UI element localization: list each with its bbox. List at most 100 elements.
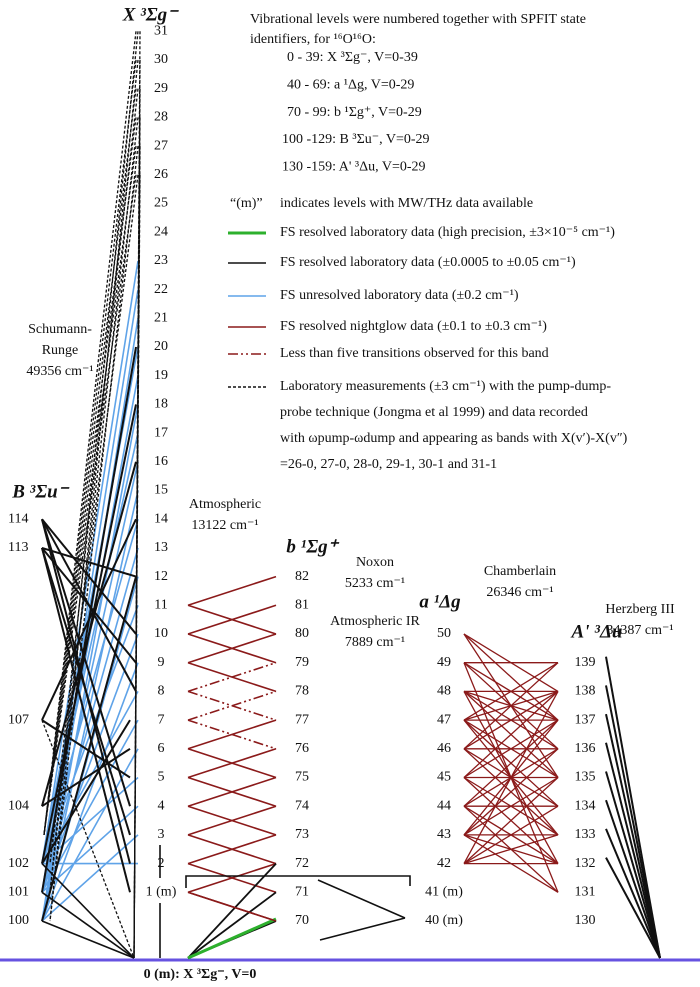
level-label: 24: [154, 224, 168, 239]
band-label: 49356 cm⁻¹: [26, 364, 93, 379]
legend-entry: FS resolved nightglow data (±0.1 to ±0.3…: [280, 319, 547, 334]
level-label: 136: [575, 741, 596, 756]
level-label: 4: [158, 798, 165, 813]
band-label: Atmospheric: [189, 497, 261, 512]
transition-lines: [41, 31, 661, 960]
legend-entry: FS resolved laboratory data (±0.0005 to …: [280, 255, 576, 270]
legend-text: 70 - 99: b ¹Σg⁺, V=0-29: [287, 105, 422, 120]
transition: [463, 834, 559, 893]
level-label: 19: [154, 368, 168, 383]
transition: [605, 771, 661, 959]
state-title: A' ³Δu: [571, 621, 623, 642]
level-label: 78: [295, 684, 309, 699]
level-label: 133: [575, 827, 596, 842]
legend-entry: FS unresolved laboratory data (±0.2 cm⁻¹…: [280, 288, 519, 303]
transition: [41, 747, 131, 808]
labels: X ³Σg⁻ B ³Σu⁻ b ¹Σg⁺ a ¹Δg A' ³Δu 0 (m): X ³Σ…: [8, 4, 675, 982]
legend-text: indicates levels with MW/THz data availa…: [280, 196, 533, 211]
level-label: 14: [154, 511, 168, 526]
band-label: Noxon: [356, 555, 394, 570]
level-label: 11: [154, 598, 167, 613]
transition: [463, 776, 559, 836]
level-label: 134: [575, 798, 596, 813]
transition: [605, 656, 661, 959]
level-label: 101: [8, 885, 29, 900]
band-label: 34387 cm⁻¹: [606, 623, 673, 638]
legend-text: “(m)”: [230, 196, 263, 211]
transition: [43, 59, 137, 835]
level-label: 42: [437, 856, 451, 871]
transition: [41, 404, 139, 922]
level-label: 21: [154, 311, 168, 326]
level-label: 45: [437, 770, 451, 785]
level-label: 113: [8, 540, 28, 555]
transition: [187, 891, 277, 922]
band-label: Schumann-: [28, 322, 92, 337]
transition: [317, 879, 406, 919]
level-label: 18: [154, 397, 168, 412]
transition: [463, 719, 559, 807]
transition: [41, 863, 135, 959]
state-title: X ³Σg⁻: [122, 4, 179, 25]
level-label: 104: [8, 798, 29, 813]
level-label: 16: [154, 454, 168, 469]
band-label: Chamberlain: [484, 564, 556, 579]
legend-text: 40 - 69: a ¹Δg, V=0-29: [287, 78, 414, 93]
level-label: 73: [295, 827, 309, 842]
level-label: 77: [295, 712, 309, 727]
level-label: 114: [8, 511, 28, 526]
level-label: 30: [154, 52, 168, 67]
level-label: 47: [437, 712, 451, 727]
transition: [463, 662, 559, 893]
transition: [187, 604, 277, 635]
transition: [187, 891, 277, 959]
transition: [463, 748, 559, 836]
band-label: 7889 cm⁻¹: [345, 635, 405, 650]
transition: [319, 917, 406, 941]
transition: [605, 742, 661, 959]
level-label: 20: [154, 339, 168, 354]
level-label: 135: [575, 770, 596, 785]
level-label: 138: [575, 684, 596, 699]
level-label: 82: [295, 569, 309, 584]
transition: [187, 748, 277, 779]
transition: [187, 690, 277, 721]
level-label: 130: [575, 913, 596, 928]
level-label: 9: [158, 655, 165, 670]
state-title: a ¹Δg: [419, 591, 460, 612]
noxon-bracket: [185, 875, 411, 888]
level-label: 43: [437, 827, 451, 842]
legend-text: 0 - 39: X ³Σg⁻, V=0-39: [287, 50, 418, 65]
transition: [41, 547, 131, 893]
level-label: 50: [437, 626, 451, 641]
level-label: 107: [8, 712, 29, 727]
level-label: 17: [154, 425, 168, 440]
transition: [43, 174, 137, 835]
transition: [41, 891, 135, 959]
band-label: Herzberg III: [605, 602, 675, 617]
transition: [187, 862, 277, 959]
transition: [41, 404, 137, 864]
transition: [41, 719, 135, 959]
state-title: b ¹Σg⁺: [286, 536, 339, 557]
band-label: Atmospheric IR: [330, 614, 420, 629]
level-label: 131: [575, 885, 596, 900]
transition: [187, 917, 277, 960]
legend-text: probe technique (Jongma et al 1999) and …: [280, 405, 588, 420]
level-label: 12: [154, 569, 168, 584]
level-label: 139: [575, 655, 596, 670]
transition: [187, 661, 277, 693]
band-label: Runge: [42, 343, 79, 358]
band-label: 5233 cm⁻¹: [345, 576, 405, 591]
transition: [41, 920, 135, 959]
legend-text: 130 -159: A' ³Δu, V=0-29: [282, 159, 426, 174]
transition: [187, 776, 277, 807]
transition: [187, 862, 277, 894]
level-label: 13: [154, 540, 168, 555]
transition: [41, 719, 131, 865]
level-label: 22: [154, 282, 168, 297]
level-label: 2: [158, 856, 165, 871]
transition: [41, 576, 137, 922]
ground-label: 0 (m): X ³Σg⁻, V=0: [144, 967, 257, 982]
transition: [463, 662, 559, 721]
